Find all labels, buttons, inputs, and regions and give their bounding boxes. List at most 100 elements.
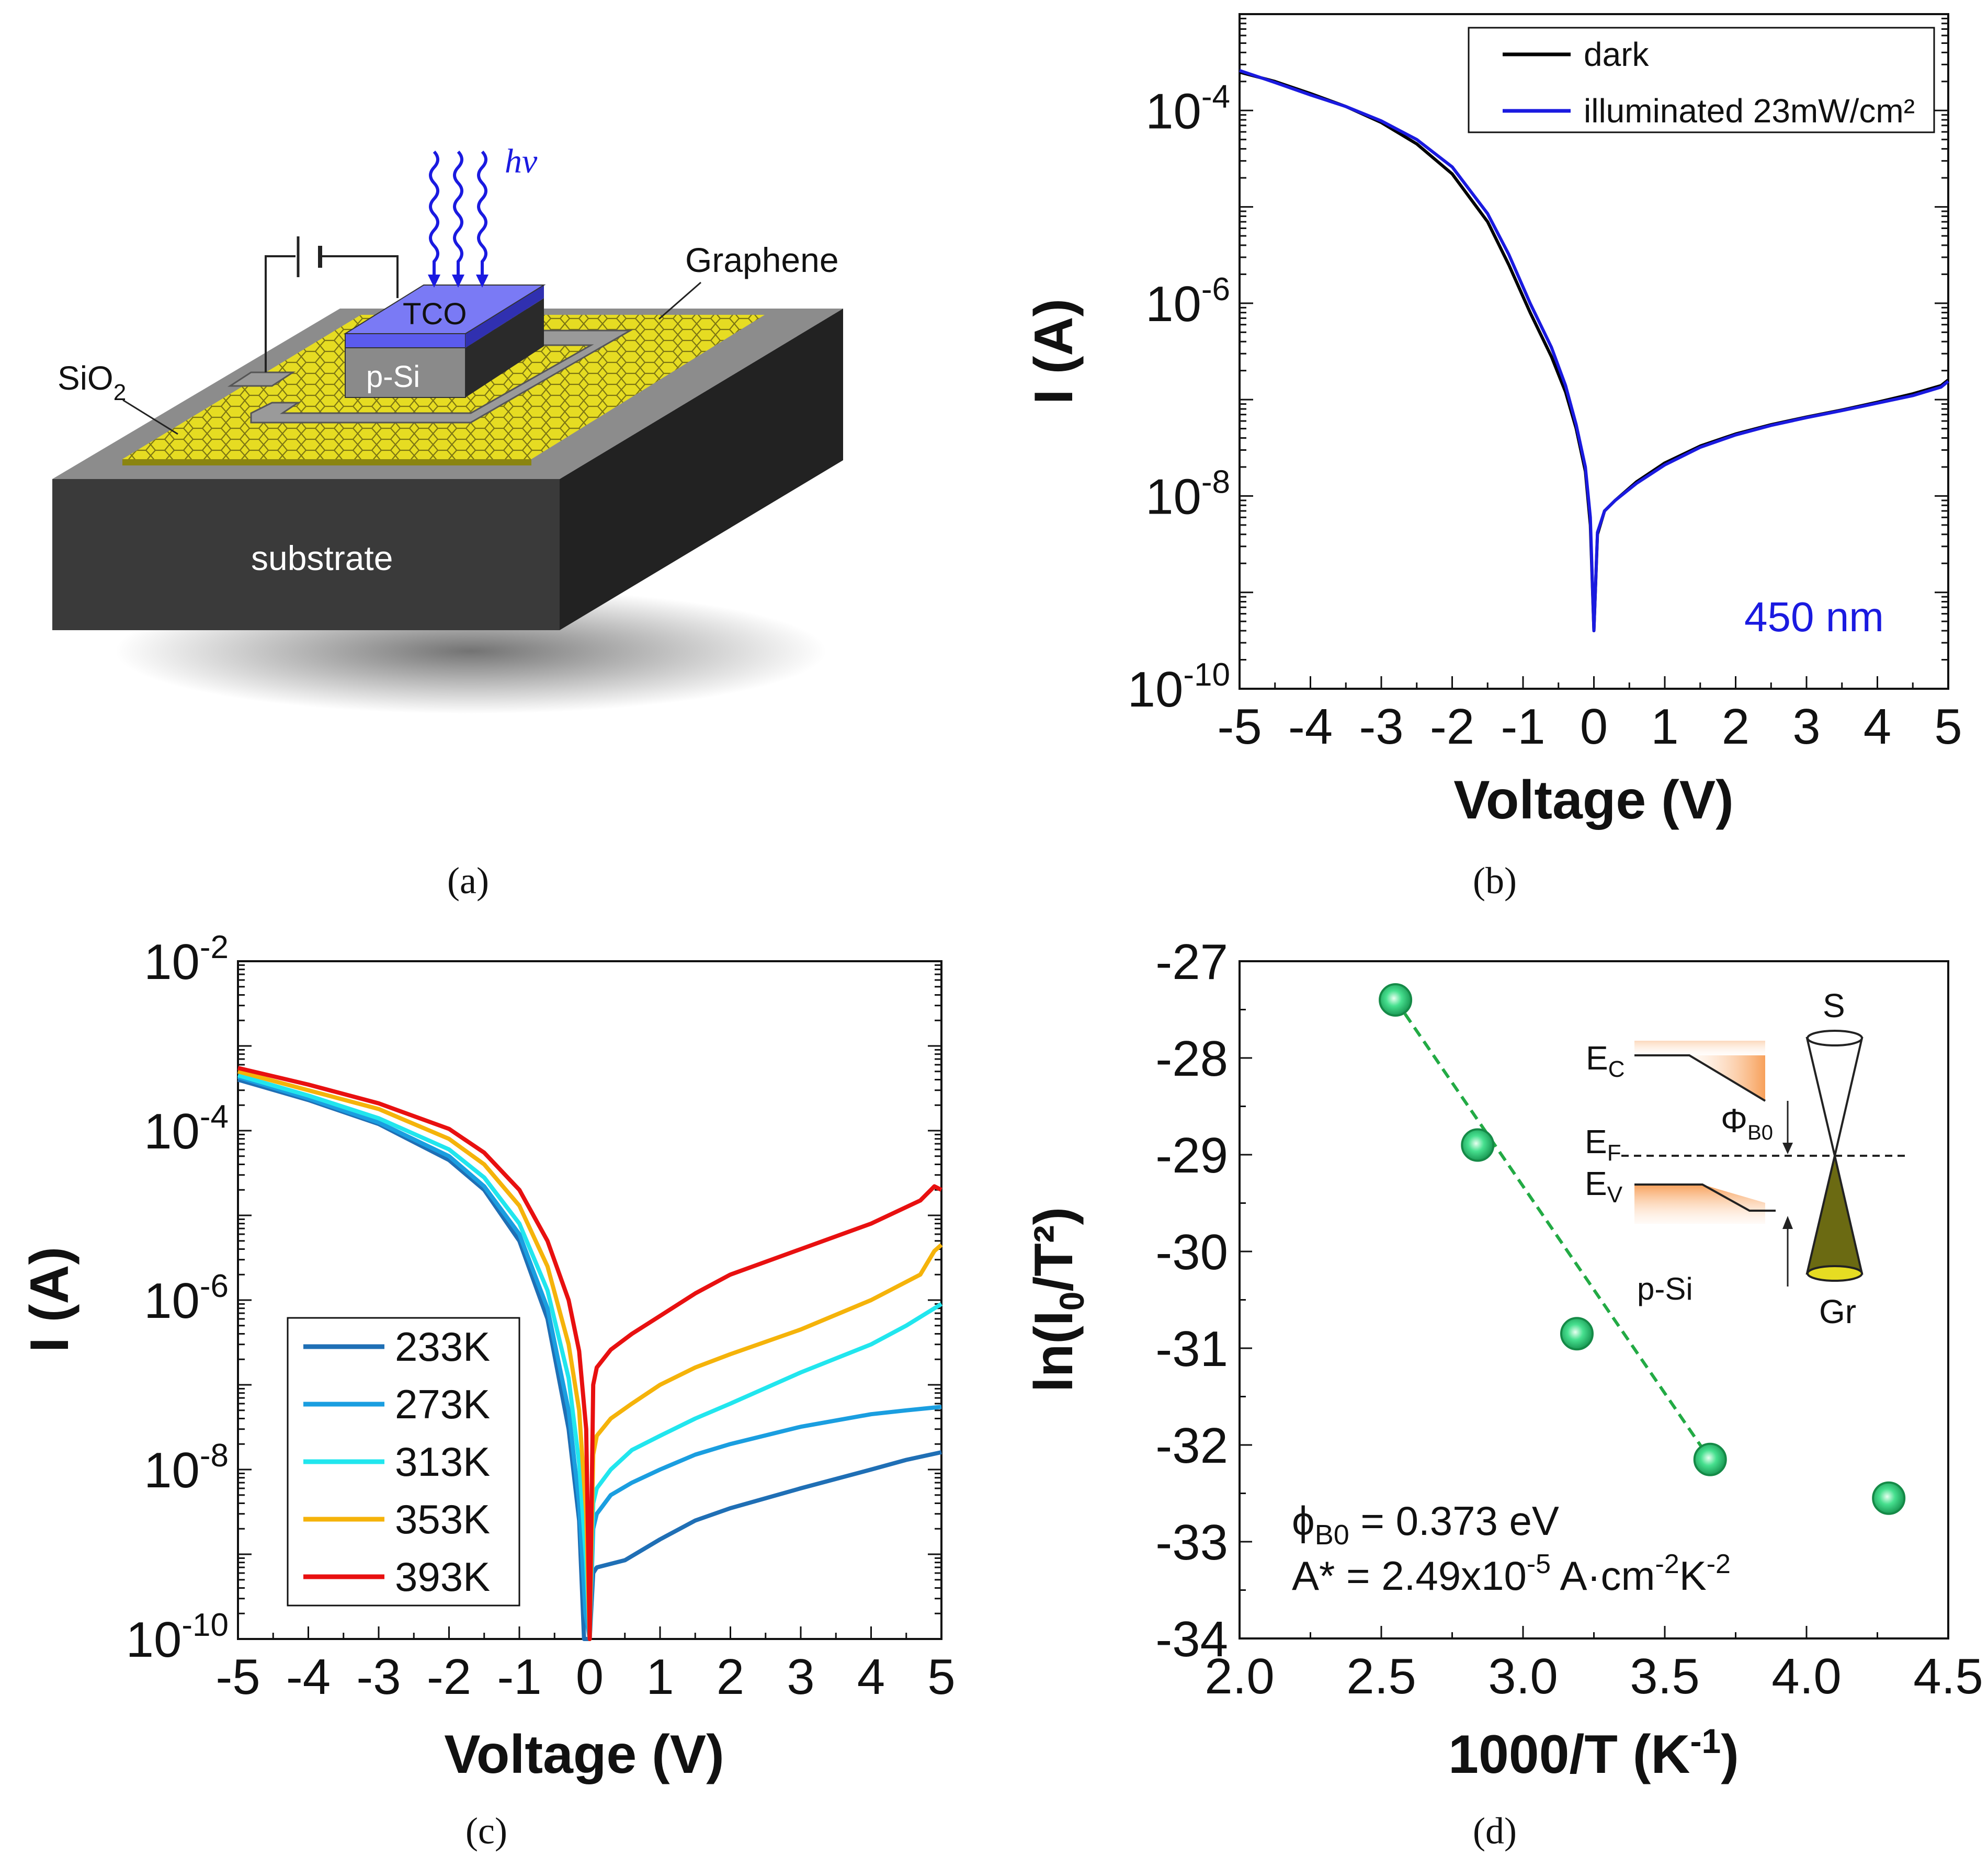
x-tick-label: -2 [1430, 699, 1474, 755]
x-tick-labels-d: 2.0 2.5 3.0 3.5 4.0 4.5 [1205, 1648, 1983, 1704]
astar-exp3: -2 [1707, 1549, 1731, 1579]
s-label: S [1823, 987, 1845, 1024]
x-tick-labels-b: -5 -4 -3 -2 -1 0 1 2 3 4 5 [1217, 699, 1962, 755]
series-line-illuminated-23mw-cm- [1239, 69, 1949, 632]
legend-label-illuminated: illuminated 23mW/cm² [1584, 92, 1915, 130]
sio2-label-main: SiO [58, 359, 113, 397]
photon-wave-3 [477, 150, 487, 280]
photon-wave-1 [429, 150, 439, 280]
astar-exp2: -2 [1655, 1549, 1679, 1579]
phi-annotation-symbol: ϕ [1292, 1498, 1315, 1544]
y-tick-label-exp: -4 [1201, 78, 1230, 115]
astar-pre: A* = 2.49x10 [1292, 1553, 1527, 1599]
panel-a-device-schematic: hν Graphene TCO p-Si SiO2 substrate (a) [52, 142, 843, 902]
y-tick-label-exp: -10 [181, 1607, 229, 1643]
photon-arrowhead-2 [452, 275, 464, 288]
data-point [1560, 1317, 1594, 1351]
circuit-wire-right [320, 255, 399, 298]
x-tick-label: 3.0 [1488, 1648, 1558, 1704]
x-tick-label: 5 [927, 1649, 955, 1705]
annotation-450nm: 450 nm [1744, 594, 1884, 640]
data-point [1872, 1481, 1906, 1515]
tick-marks-b [1239, 13, 1949, 690]
y-tick-label-exp: -8 [200, 1438, 229, 1474]
ef-label-sub: F [1607, 1140, 1621, 1166]
y-tick-label: 10-6 [1145, 271, 1230, 332]
x-axis-title-c: Voltage (V) [444, 1724, 724, 1785]
substrate-label: substrate [251, 539, 393, 577]
y-axis-title-d: ln(I0/T²) [1024, 1207, 1091, 1392]
panel-c-chart: 10-210-410-610-810-10 -5 -4 -3 -2 -1 0 1 2 3 4 5 2… [19, 929, 956, 1852]
legend-label-dark: dark [1584, 36, 1650, 73]
y-tick-label-base: 10 [1145, 83, 1201, 139]
x-axis-title-d-main: 1000/T (K [1448, 1724, 1690, 1785]
sio2-label: SiO2 [58, 359, 126, 405]
x-tick-label: 3.5 [1630, 1648, 1699, 1704]
astar-annotation: A* = 2.49x10-5 A·cm-2K-2 [1292, 1549, 1731, 1599]
y-tick-label: 10-10 [126, 1607, 229, 1668]
y-tick-label-exp: -2 [200, 929, 229, 965]
tick-marks-d [1239, 960, 1949, 1640]
x-axis-title-b: Voltage (V) [1453, 770, 1733, 830]
graphene-label: Graphene [685, 241, 839, 279]
legend-entries-c: 233K 273K 313K 353K 393K [303, 1324, 490, 1600]
y-tick-labels-c: 10 -2 10-4 10-6 10 -8 10-10 [126, 929, 229, 1668]
y-tick-label: -33 [1155, 1515, 1228, 1570]
data-point [1379, 983, 1413, 1017]
ev-label-sub: V [1607, 1182, 1623, 1208]
x-tick-label: -2 [427, 1649, 471, 1705]
x-tick-label: 5 [1934, 699, 1962, 755]
y-tick-label-base: 10 [126, 1612, 182, 1668]
legend-label-233k: 233K [395, 1324, 490, 1370]
y-tick-label: 10-4 [1145, 78, 1230, 139]
psi-side-face [465, 298, 544, 397]
y-tick-label-exp: -6 [1201, 271, 1230, 308]
ec-band-edge [1634, 1054, 1766, 1102]
x-tick-label: 2 [1722, 699, 1750, 755]
y-tick-label: -29 [1155, 1128, 1228, 1183]
photon-arrows [429, 150, 487, 280]
dirac-cone-upper [1805, 1037, 1864, 1156]
graphene-front-edge [122, 459, 531, 465]
y-tick-label-base: 10 [1145, 469, 1201, 525]
phi-arrowhead-down [1782, 1143, 1793, 1154]
x-axis-title-d-sup: -1 [1690, 1722, 1721, 1760]
dirac-cone-lower [1805, 1155, 1864, 1274]
y-tick-label: -32 [1155, 1418, 1228, 1474]
x-tick-labels-c: -5 -4 -3 -2 -1 0 1 2 3 4 5 [215, 1649, 955, 1705]
ev-band-fill [1634, 1185, 1765, 1224]
astar-mid: A·cm [1551, 1553, 1655, 1599]
y-tick-label: 10-4 [144, 1099, 229, 1159]
y-tick-label-exp: -4 [200, 1099, 229, 1135]
x-tick-label: 4.5 [1913, 1648, 1983, 1704]
y-tick-label-exp: -10 [1183, 657, 1230, 693]
y-tick-labels-b: 10-410-610-810-10 [1128, 78, 1230, 718]
x-tick-label: -3 [356, 1649, 401, 1705]
tick-marks-c [237, 960, 942, 1640]
y-tick-label-base: 10 [1145, 276, 1201, 332]
x-axis-title-d-close: ) [1721, 1724, 1739, 1785]
caption-c: (c) [465, 1810, 507, 1852]
y-tick-label: -31 [1155, 1321, 1228, 1377]
series-line-393k [237, 1066, 942, 1641]
x-tick-label: 3 [787, 1649, 814, 1705]
x-tick-label: -5 [215, 1649, 260, 1705]
y-tick-label: 10-6 [144, 1268, 229, 1329]
x-tick-label: 4 [857, 1649, 885, 1705]
y-tick-label-exp: -8 [1201, 464, 1230, 500]
phi-annotation: ϕB0 = 0.373 eV [1292, 1498, 1559, 1551]
panel-d-chart: -27 -28 -29 -30 -31 -32 -33 -34 2.0 2.5 3.0 3.5 4.0… [1024, 934, 1983, 1852]
x-tick-label: 4 [1864, 699, 1891, 755]
ec-label: EC [1586, 1039, 1625, 1082]
data-point [1461, 1128, 1495, 1162]
points-group-d [1379, 983, 1906, 1515]
ec-label-main: E [1586, 1039, 1608, 1077]
astar-k: K [1679, 1553, 1707, 1599]
y-tick-label-base: 10 [144, 1103, 200, 1159]
y-axis-title-c: I (A) [19, 1247, 80, 1352]
y-axis-title-d-close: /T²) [1024, 1207, 1084, 1292]
tco-label: TCO [403, 297, 467, 331]
phi-annotation-value: = 0.373 eV [1349, 1498, 1559, 1544]
legend-label-353k: 353K [395, 1496, 490, 1542]
